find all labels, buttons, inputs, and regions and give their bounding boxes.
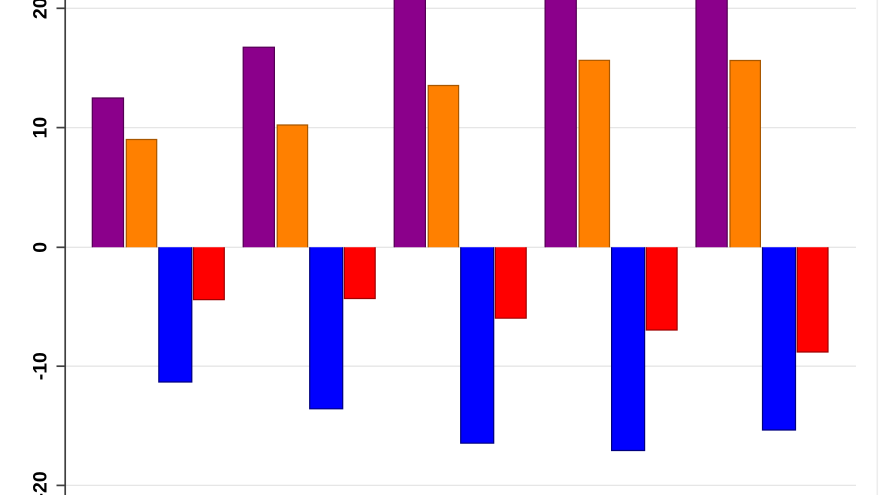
svg-text:10: 10 <box>30 117 52 139</box>
svg-text:-20: -20 <box>30 471 52 495</box>
svg-text:-10: -10 <box>30 352 52 380</box>
svg-text:0: 0 <box>30 242 52 253</box>
svg-text:20: 20 <box>30 0 52 19</box>
